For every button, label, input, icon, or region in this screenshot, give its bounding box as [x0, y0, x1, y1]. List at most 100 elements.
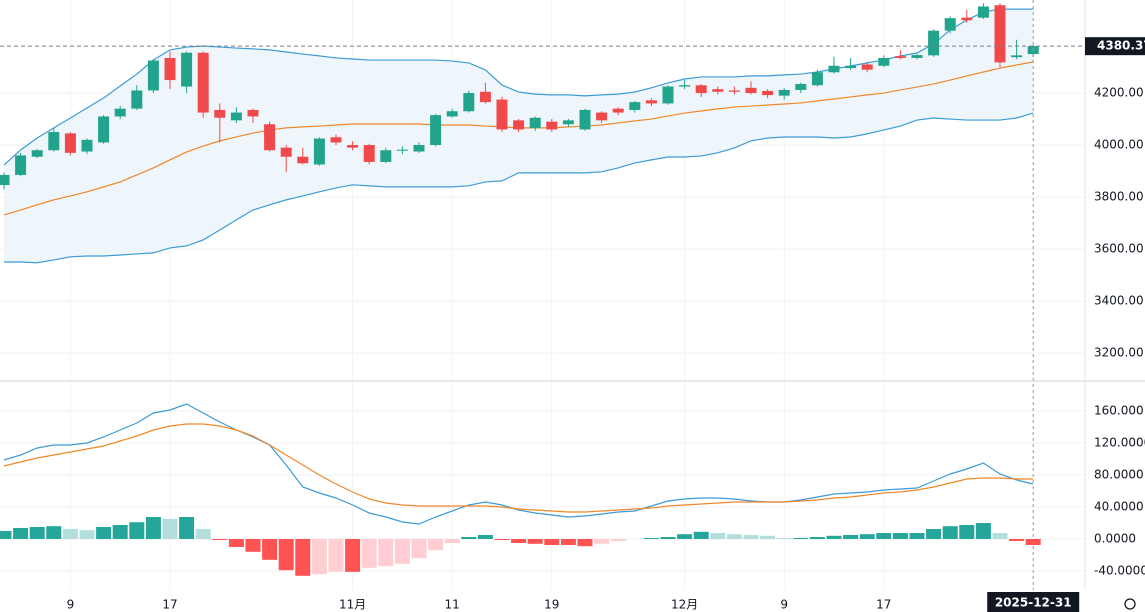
histogram-bar — [29, 527, 45, 539]
candle-body — [762, 90, 774, 96]
y-tick-label: 3200.00 — [1094, 345, 1144, 359]
candle-body — [695, 85, 707, 94]
histogram-bar — [577, 539, 593, 547]
y-tick-label: -40.0000 — [1094, 564, 1145, 578]
histogram-bar — [776, 538, 792, 539]
histogram-bar — [560, 539, 576, 545]
overlay-line — [4, 112, 1034, 264]
macd-line — [3, 423, 1034, 513]
last-price-label: 4380.37 — [1097, 39, 1145, 53]
candle-body — [778, 89, 790, 96]
candle-body — [712, 89, 724, 92]
histogram-bar — [328, 539, 344, 572]
band-fill — [4, 9, 1034, 263]
histogram-bar — [859, 534, 875, 539]
histogram-bar — [843, 535, 859, 539]
candle-body — [280, 147, 292, 157]
candle-body — [645, 100, 657, 104]
histogram-bar — [162, 519, 178, 539]
y-tick-label: 4200.00 — [1094, 86, 1144, 100]
macd-line — [3, 403, 1034, 525]
x-tick-label: 9 — [67, 598, 75, 612]
y-tick-label: 160.000 — [1094, 404, 1144, 418]
histogram-bar — [1025, 539, 1041, 545]
histogram-bar — [660, 537, 676, 539]
histogram-bar — [743, 535, 759, 539]
candle-body — [330, 137, 342, 143]
histogram-bar — [477, 535, 493, 539]
histogram-bar — [793, 538, 809, 539]
candle-body — [413, 145, 425, 152]
candle-body — [629, 102, 641, 110]
x-tick-label: 2025-12-31 — [995, 596, 1072, 610]
candle-body — [994, 5, 1006, 63]
last-price-box — [1085, 37, 1145, 56]
candle-body — [131, 90, 143, 109]
histogram-bar — [361, 539, 377, 568]
histogram-bar — [311, 539, 327, 575]
candle-body — [546, 121, 558, 130]
x-tick-label: 9 — [780, 598, 788, 612]
histogram-bar — [959, 525, 975, 539]
histogram-bar — [610, 539, 626, 541]
histogram-bar — [394, 539, 410, 564]
x-tick-label: 11月 — [339, 598, 366, 612]
candle-body — [479, 91, 491, 103]
overlay-line — [3, 8, 1034, 166]
candle-body — [977, 6, 989, 18]
settings-icon[interactable] — [1124, 598, 1136, 610]
candle-body — [795, 83, 807, 90]
candle-body — [1011, 55, 1023, 58]
candle-body — [297, 156, 309, 164]
histogram-bar — [96, 527, 112, 539]
candle-body — [562, 120, 574, 125]
candle-body — [894, 56, 906, 58]
histogram-bar — [876, 533, 892, 539]
histogram-bar — [511, 539, 527, 543]
histogram-bar — [411, 539, 427, 559]
candle-body — [197, 52, 209, 113]
histogram-bar — [826, 535, 842, 539]
histogram-bar — [212, 539, 228, 540]
histogram-bar — [942, 526, 958, 539]
settings-gear[interactable] — [1124, 598, 1136, 610]
histogram-bar — [129, 522, 145, 539]
histogram-bar — [278, 539, 294, 571]
candle-body — [728, 90, 740, 92]
candle-body — [811, 72, 823, 86]
histogram-bar — [378, 539, 394, 567]
candle-body — [31, 150, 43, 157]
candle-body — [446, 111, 458, 117]
histogram-bar — [643, 538, 659, 539]
candle-body — [363, 145, 375, 162]
candle-body — [396, 149, 408, 151]
candle-body — [98, 116, 110, 143]
histogram-bar — [195, 529, 211, 539]
candle-body — [911, 55, 923, 58]
candle-body — [0, 174, 10, 186]
candle-body — [961, 17, 973, 21]
histogram-bar — [809, 537, 825, 539]
histogram-bar — [262, 539, 278, 560]
x-tick-label: 17 — [876, 598, 891, 612]
candle-body — [347, 145, 359, 148]
histogram-bar — [693, 531, 709, 539]
candle-body — [513, 120, 525, 130]
histogram-bar — [428, 539, 444, 551]
histogram-bar — [62, 529, 78, 539]
histogram-bar — [145, 517, 161, 539]
candle-body — [214, 109, 226, 118]
histogram-bar — [760, 535, 776, 539]
y-tick-label: 4000.00 — [1094, 138, 1144, 152]
histogram-bar — [892, 533, 908, 539]
candle-body — [264, 124, 276, 151]
y-tick-label: 3600.00 — [1094, 242, 1144, 256]
candle-body — [15, 155, 27, 175]
candle-body — [164, 57, 176, 81]
y-tick-label: 3800.00 — [1094, 190, 1144, 204]
histogram-bar — [444, 539, 460, 543]
candle-body — [230, 112, 242, 121]
candle-body — [147, 60, 159, 91]
x-tick-label: 17 — [162, 598, 177, 612]
